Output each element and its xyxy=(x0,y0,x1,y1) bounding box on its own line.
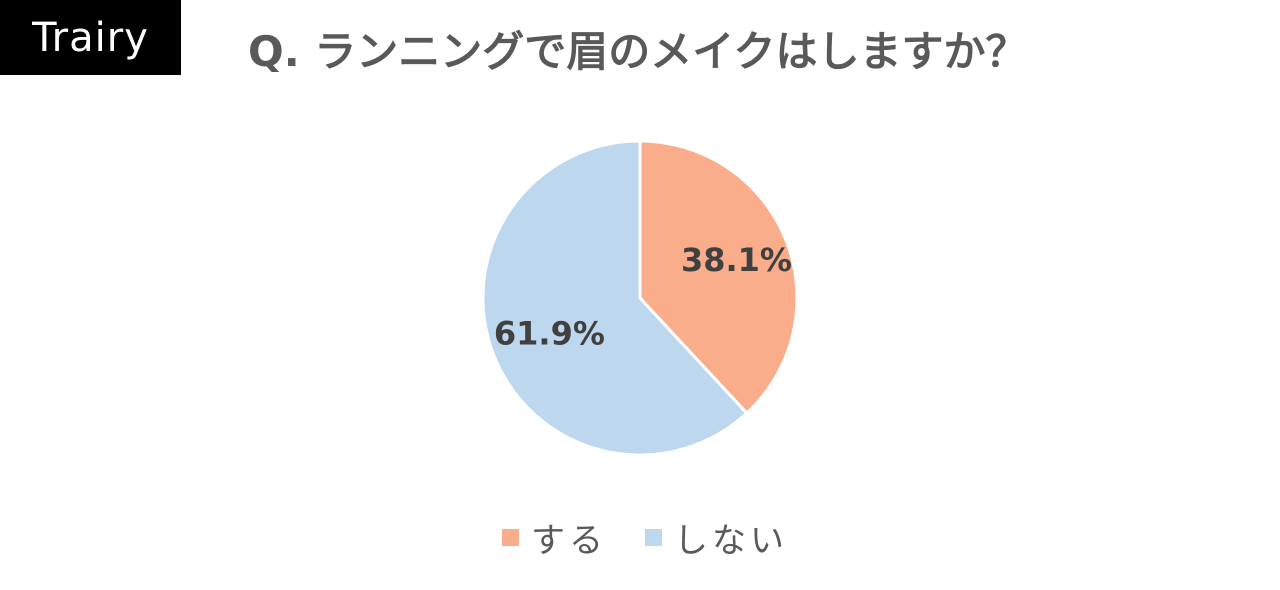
chart-title: Q. ランニングで眉のメイクはしますか？ xyxy=(248,27,1028,76)
pie-labels: 38.1% 61.9% xyxy=(494,241,792,352)
legend: する しない xyxy=(0,512,1280,562)
legend-swatch-shinai xyxy=(645,528,662,546)
legend-item-shinai: しない xyxy=(645,513,788,562)
brand-logo: Trairy xyxy=(0,0,181,75)
pie-slice-0 xyxy=(638,139,799,415)
pie-slice-1 xyxy=(481,139,749,457)
brand-name: Trairy xyxy=(32,14,149,61)
pie-slice-label-0: 38.1% xyxy=(681,241,792,279)
pie-slice-label-1: 61.9% xyxy=(494,315,605,353)
legend-item-suru: する xyxy=(502,513,607,562)
legend-label-suru: する xyxy=(531,520,607,561)
legend-swatch-suru xyxy=(502,528,519,546)
legend-label-shinai: しない xyxy=(674,520,788,561)
pie-slices xyxy=(481,139,799,457)
